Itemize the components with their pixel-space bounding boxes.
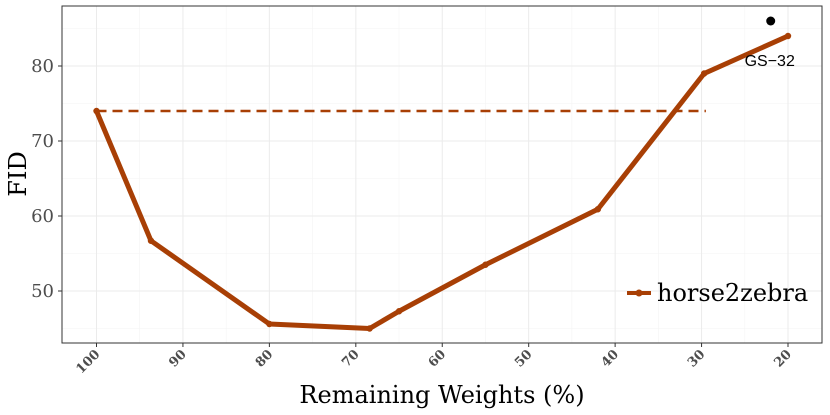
data-point bbox=[93, 107, 100, 115]
data-point bbox=[784, 32, 792, 40]
data-point bbox=[700, 70, 708, 77]
grid-lines bbox=[62, 6, 822, 343]
x-tick-label: 70 bbox=[339, 347, 362, 370]
data-point bbox=[594, 206, 602, 213]
x-tick-label: 90 bbox=[166, 347, 189, 370]
annotation-point bbox=[766, 16, 776, 26]
data-point bbox=[482, 261, 489, 268]
data-point bbox=[366, 325, 373, 332]
legend: horse2zebra bbox=[627, 279, 808, 307]
data-point bbox=[266, 320, 273, 328]
x-axis-title: Remaining Weights (%) bbox=[299, 381, 584, 409]
y-tick-label: 80 bbox=[31, 56, 54, 77]
legend-key-marker bbox=[635, 289, 643, 297]
y-tick-label: 60 bbox=[31, 206, 54, 227]
x-axis: 100 90 80 70 60 50 40 30 20 bbox=[74, 343, 795, 377]
annotation-label: GS−32 bbox=[745, 53, 795, 70]
y-tick-label: 50 bbox=[31, 281, 54, 302]
y-tick-label: 70 bbox=[31, 131, 54, 152]
series-layer bbox=[93, 32, 792, 332]
x-tick-label: 20 bbox=[771, 347, 794, 370]
x-tick-label: 30 bbox=[685, 347, 708, 370]
data-point bbox=[147, 237, 155, 244]
y-axis: 50 60 70 80 bbox=[31, 56, 62, 302]
legend-label: horse2zebra bbox=[657, 279, 808, 307]
x-tick-label: 80 bbox=[253, 347, 276, 370]
x-tick-label: 100 bbox=[74, 347, 104, 377]
x-tick-label: 40 bbox=[599, 347, 622, 370]
y-axis-title: FID bbox=[4, 151, 32, 196]
x-tick-label: 60 bbox=[426, 347, 449, 370]
x-tick-label: 50 bbox=[512, 347, 535, 370]
data-point bbox=[395, 308, 403, 315]
annotation-layer: GS−32 bbox=[745, 16, 795, 70]
